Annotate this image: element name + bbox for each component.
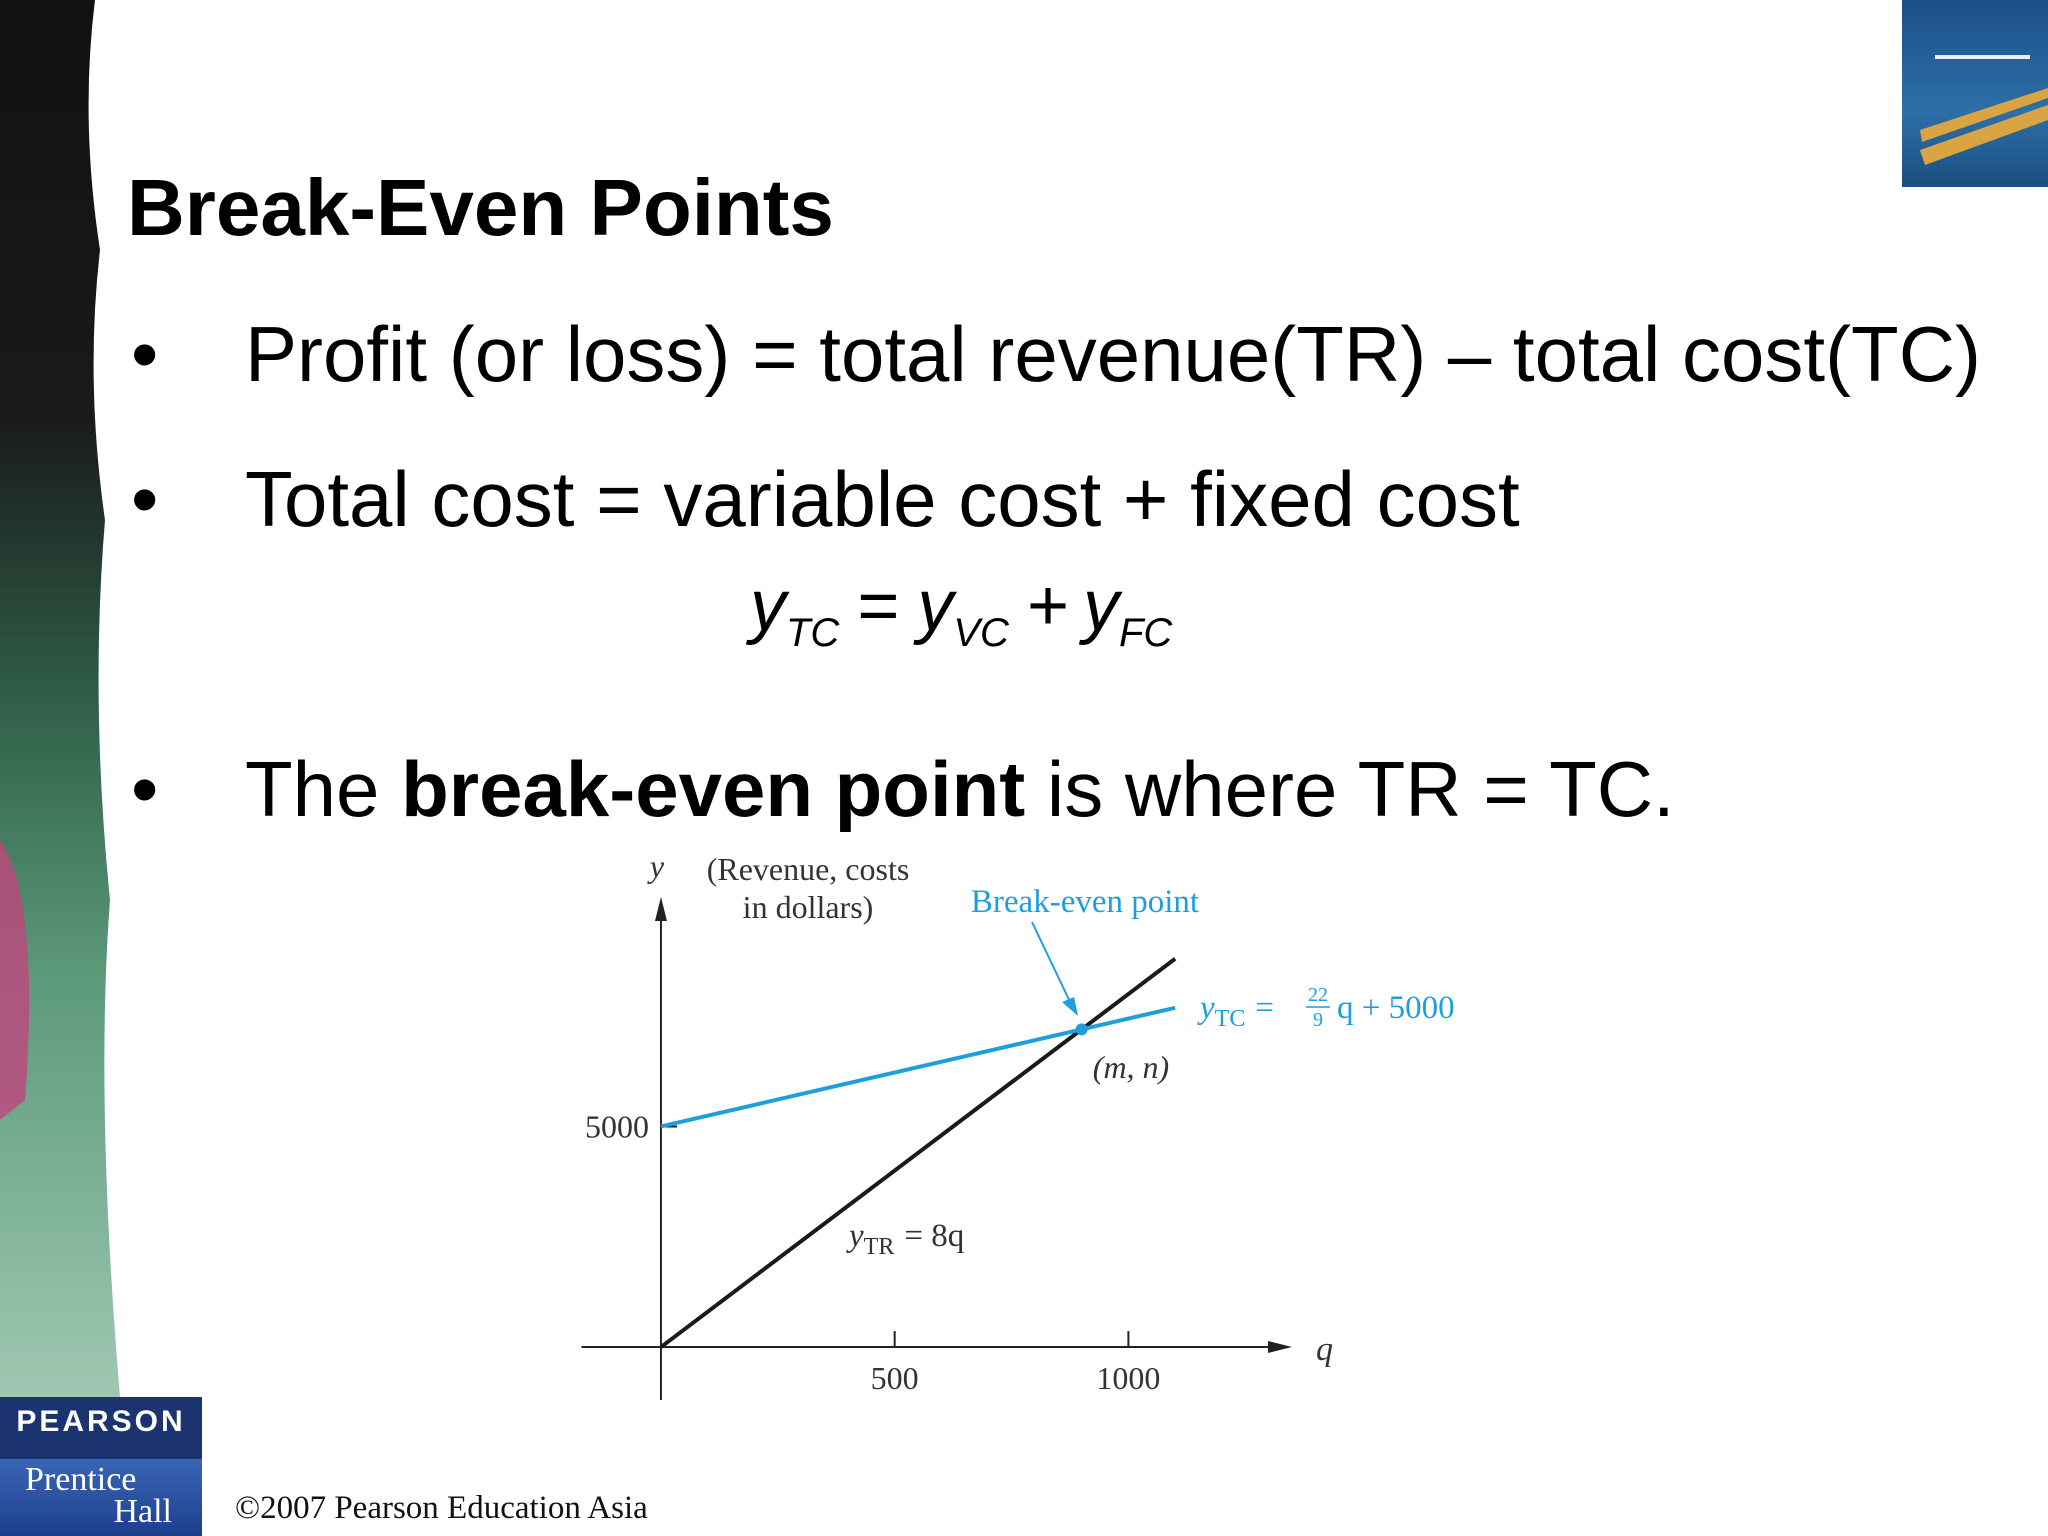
decorative-strip xyxy=(0,0,120,1397)
x-axis-arrow xyxy=(1268,1341,1292,1354)
label-var: y xyxy=(1197,990,1215,1026)
annotation-arrowhead xyxy=(1062,997,1078,1016)
tc-line-label-rest: q + 5000 xyxy=(1337,990,1455,1026)
logo-text: PEARSON xyxy=(16,1405,185,1438)
series-line xyxy=(660,1005,1176,1129)
logo-bottom xyxy=(0,1459,202,1536)
y-tick-label: 5000 xyxy=(585,1108,649,1144)
tr-line-label: yTR = 8q xyxy=(846,1218,964,1260)
eq-var: y xyxy=(745,566,790,646)
logo-text: Prentice xyxy=(25,1461,136,1498)
y-axis-note: in dollars) xyxy=(743,889,874,925)
book-cover-title xyxy=(1935,55,2030,59)
fraction-den: 9 xyxy=(1313,1009,1323,1031)
x-tick-label: 1000 xyxy=(1096,1360,1160,1396)
label-sub: TR xyxy=(864,1234,895,1260)
point-label: (m, n) xyxy=(1093,1049,1169,1085)
bullet-marker: • xyxy=(131,310,158,398)
bullet-marker: • xyxy=(131,455,158,543)
book-cover-art xyxy=(1920,88,2048,165)
eq-var: y xyxy=(912,566,957,646)
y-axis-note: (Revenue, costs xyxy=(707,851,910,887)
fraction-num: 22 xyxy=(1308,984,1328,1006)
bullet-marker: • xyxy=(131,745,158,833)
eq-var: y xyxy=(1078,566,1123,646)
eq-sub: FC xyxy=(1119,611,1173,655)
label-op: = xyxy=(1255,990,1274,1026)
bullet-text: Total cost = variable cost + fixed cost xyxy=(245,455,1520,543)
copyright: ©2007 Pearson Education Asia xyxy=(235,1490,648,1526)
bullet-part-bold: break-even point xyxy=(401,745,1025,833)
bullet-text: Profit (or loss) = total revenue(TR) – t… xyxy=(245,310,1981,398)
eq-op: = xyxy=(857,566,899,646)
chart: y (Revenue, costs in dollars) q Break-ev… xyxy=(581,848,1455,1400)
tc-line-label: yTC = xyxy=(1197,990,1274,1032)
break-even-point xyxy=(1075,1023,1088,1036)
y-axis-label: y xyxy=(647,848,665,884)
x-axis-label: q xyxy=(1316,1331,1333,1368)
label-rest: = 8q xyxy=(904,1218,964,1254)
eq-sub: VC xyxy=(953,611,1010,655)
bullet-part: Profit (or loss) = total revenue(TR) – t… xyxy=(245,310,1981,398)
logo-top xyxy=(0,1397,202,1459)
x-tick-label: 500 xyxy=(871,1360,919,1396)
bullet-part: The xyxy=(245,745,401,833)
eq-sub: TC xyxy=(786,611,840,655)
bullet-part: Total cost = variable cost + fixed cost xyxy=(245,455,1520,543)
logo-text: Hall xyxy=(113,1493,172,1530)
annotation-title: Break-even point xyxy=(971,884,1199,920)
decorative-shape xyxy=(0,840,30,1120)
label-var: y xyxy=(846,1218,864,1254)
series-line xyxy=(659,957,1177,1349)
slide-title: Break-Even Points xyxy=(127,163,834,252)
y-axis-arrow xyxy=(654,897,667,921)
label-sub: TC xyxy=(1215,1006,1246,1032)
bullet-part: is where TR = TC. xyxy=(1025,745,1674,833)
bullet-text: The break-even point is where TR = TC. xyxy=(245,745,1675,833)
equation: yTC = yVC + yFC xyxy=(745,566,1173,655)
annotation-arrow xyxy=(1031,921,1073,1007)
eq-op: + xyxy=(1027,566,1069,646)
